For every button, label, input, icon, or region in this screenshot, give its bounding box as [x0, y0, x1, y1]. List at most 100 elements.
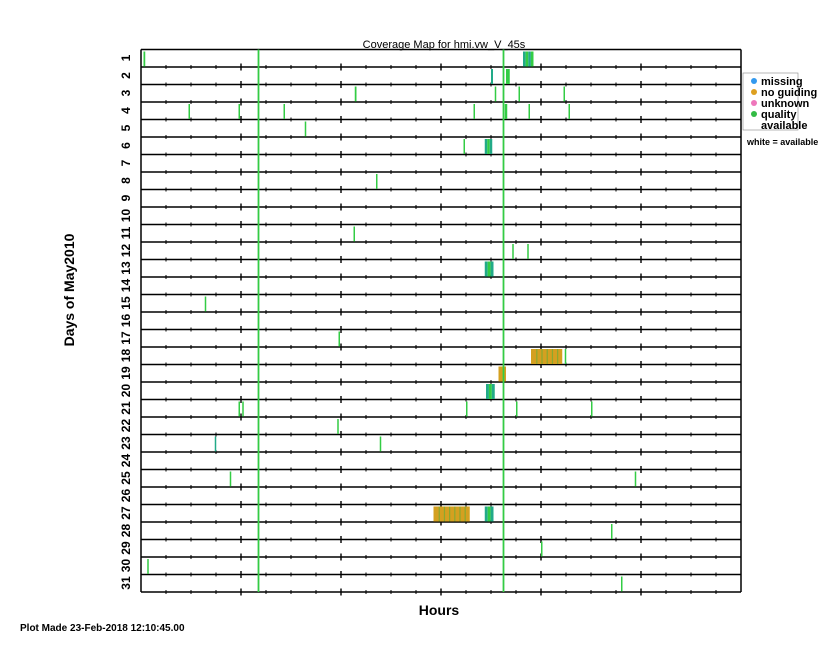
day-label: 29 — [119, 541, 133, 555]
coverage-segment — [518, 86, 520, 102]
day-label: 16 — [119, 314, 133, 328]
coverage-subsegment — [488, 384, 492, 399]
coverage-subsegment — [484, 261, 488, 277]
coverage-subsegment — [490, 506, 494, 522]
coverage-subsegment — [546, 349, 548, 364]
coverage-subsegment — [525, 51, 529, 67]
coverage-segment — [527, 244, 529, 259]
coverage-segment — [498, 366, 506, 382]
coverage-segment — [229, 471, 232, 487]
coverage-subsegment — [454, 506, 456, 522]
coverage-segment — [516, 401, 518, 417]
coverage-segment — [512, 244, 514, 259]
coverage-segment — [494, 86, 497, 102]
day-label: 9 — [119, 194, 133, 201]
coverage-segment — [242, 401, 244, 417]
day-label: 28 — [119, 524, 133, 538]
coverage-segment — [204, 296, 207, 312]
coverage-segment — [283, 104, 285, 119]
plot-made-footer: Plot Made 23-Feb-2018 12:10:45.00 — [20, 623, 185, 634]
day-label: 22 — [119, 419, 133, 433]
day-label: 6 — [119, 142, 133, 149]
day-label: 3 — [119, 89, 133, 96]
day-label: 31 — [119, 576, 133, 590]
coverage-segment — [353, 226, 355, 242]
coverage-subsegment — [557, 349, 559, 364]
day-label: 17 — [119, 331, 133, 345]
legend-note: white = available — [746, 137, 818, 147]
coverage-segment — [611, 524, 613, 539]
coverage-subsegment — [489, 139, 493, 154]
coverage-segment — [484, 506, 494, 522]
coverage-segment — [591, 401, 593, 417]
legend-marker — [751, 100, 757, 106]
coverage-segments — [143, 51, 637, 592]
coverage-subsegment — [484, 506, 488, 522]
day-label: 4 — [119, 107, 133, 114]
coverage-segment — [568, 104, 570, 119]
coverage-segment — [466, 401, 468, 417]
coverage-subsegment — [464, 506, 466, 522]
coverage-segment — [338, 331, 340, 347]
coverage-subsegment — [433, 506, 470, 522]
legend-label: no guiding — [761, 87, 817, 99]
coverage-segment — [528, 104, 530, 119]
legend-label: quality — [761, 109, 797, 121]
legend-marker — [751, 78, 757, 84]
coverage-segment — [238, 104, 240, 119]
day-label: 14 — [119, 279, 133, 293]
coverage-subsegment — [498, 366, 506, 382]
day-label: 7 — [119, 159, 133, 166]
coverage-segment — [463, 139, 465, 154]
coverage-subsegment — [491, 384, 495, 399]
coverage-subsegment — [530, 51, 534, 67]
coverage-subsegment — [536, 349, 538, 364]
coverage-segment — [531, 349, 563, 364]
chart-title: Coverage Map for hmi.vw_V_45s — [363, 39, 526, 51]
coverage-subsegment — [486, 384, 489, 399]
coverage-segment — [214, 436, 217, 452]
coverage-subsegment — [459, 506, 461, 522]
coverage-subsegment — [541, 349, 543, 364]
coverage-segment — [506, 69, 510, 84]
day-label: 25 — [119, 471, 133, 485]
coverage-segment — [504, 104, 508, 119]
coverage-subsegment — [484, 139, 488, 154]
coverage-segment — [473, 104, 475, 119]
day-label: 1 — [119, 54, 133, 61]
legend-marker — [751, 111, 757, 117]
coverage-subsegment — [551, 349, 554, 364]
day-label: 21 — [119, 401, 133, 415]
legend-label: missing — [761, 76, 803, 88]
coverage-segment — [147, 559, 149, 574]
coverage-subsegment — [523, 51, 526, 67]
coverage-subsegment — [491, 69, 493, 84]
day-label: 27 — [119, 506, 133, 520]
day-label: 26 — [119, 489, 133, 503]
coverage-subsegment — [487, 139, 490, 154]
coverage-segment — [486, 384, 495, 399]
coverage-subsegment — [443, 506, 446, 522]
coverage-segment — [564, 349, 567, 364]
coverage-segment — [188, 104, 190, 119]
day-label: 19 — [119, 366, 133, 380]
day-label: 11 — [119, 226, 133, 239]
coverage-segment — [143, 51, 146, 67]
coverage-subsegment — [214, 436, 217, 452]
coverage-segment — [433, 506, 470, 522]
day-label: 2 — [119, 72, 133, 79]
hour-ticks — [165, 63, 717, 596]
coverage-segment — [634, 471, 637, 487]
day-label: 5 — [119, 124, 133, 131]
coverage-segment — [376, 174, 378, 189]
day-label: 13 — [119, 261, 133, 275]
coverage-segment — [484, 261, 494, 277]
coverage-subsegment — [449, 506, 451, 522]
coverage-subsegment — [487, 261, 491, 277]
coverage-segment — [491, 69, 493, 84]
day-label: 30 — [119, 559, 133, 573]
legend-marker — [751, 89, 757, 95]
coverage-subsegment — [487, 506, 491, 522]
coverage-segment — [354, 86, 357, 102]
coverage-subsegment — [490, 261, 494, 277]
